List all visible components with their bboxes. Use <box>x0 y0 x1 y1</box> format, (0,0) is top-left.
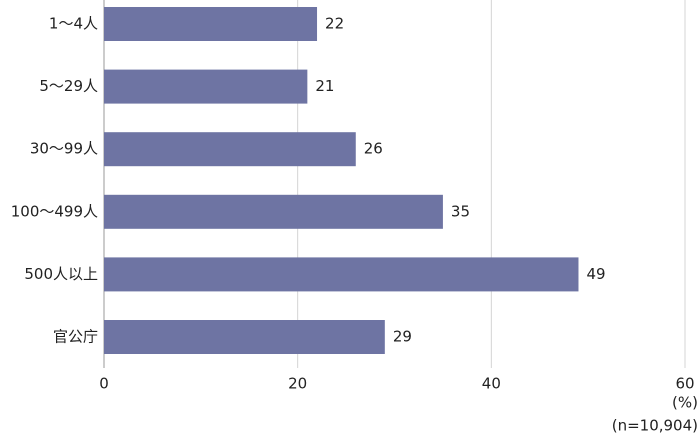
bar <box>104 320 385 354</box>
bar <box>104 69 308 104</box>
value-label: 21 <box>315 77 334 95</box>
bar <box>104 257 579 292</box>
x-tick-label: 0 <box>99 375 109 393</box>
y-tick-label: 官公庁 <box>53 328 98 346</box>
value-label: 29 <box>393 328 412 346</box>
y-tick-label: 1～4人 <box>49 15 98 33</box>
x-tick-label: 40 <box>482 375 501 393</box>
y-tick-label: 500人以上 <box>24 265 98 283</box>
unit-label: (%) <box>672 394 698 412</box>
value-label: 35 <box>451 202 470 220</box>
sample-size: (n=10,904) <box>612 417 698 435</box>
bar <box>104 7 318 41</box>
y-tick-label: 30～99人 <box>30 140 98 158</box>
bar <box>104 194 443 229</box>
value-label: 22 <box>325 15 344 33</box>
y-tick-label: 100～499人 <box>11 202 98 220</box>
x-tick-label: 60 <box>675 375 694 393</box>
value-label: 49 <box>586 265 605 283</box>
x-tick-label: 20 <box>288 375 307 393</box>
value-label: 26 <box>364 140 383 158</box>
y-tick-label: 5～29人 <box>39 77 98 95</box>
bar <box>104 132 356 167</box>
